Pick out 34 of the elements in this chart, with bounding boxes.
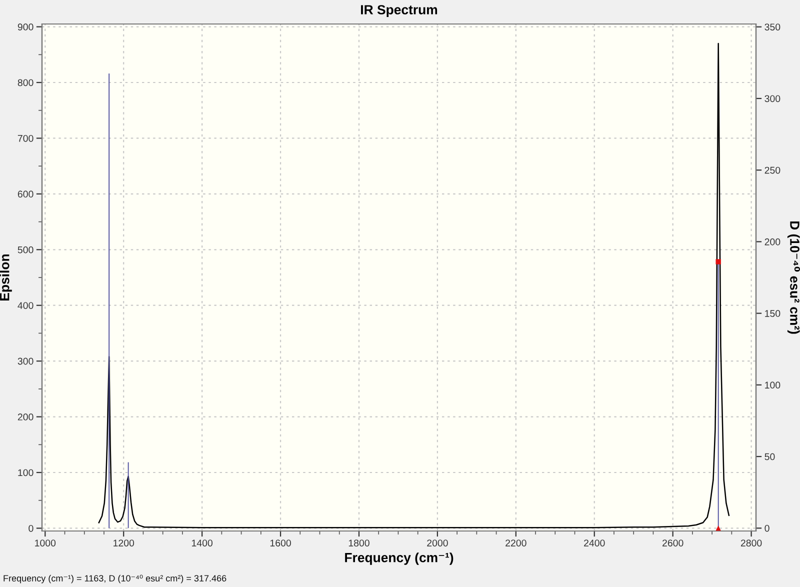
y-tick-label: 0 <box>28 524 34 532</box>
y2-tick-label: 300 <box>764 95 780 102</box>
y-tick-label: 500 <box>18 246 34 254</box>
y2-tick-label: 50 <box>764 453 775 460</box>
line-series <box>98 42 730 528</box>
x-tick-label: 1800 <box>348 540 370 546</box>
chart-title: IR Spectrum <box>361 5 438 18</box>
y-tick-label: 400 <box>18 302 34 309</box>
y2-tick-label: 350 <box>764 24 780 30</box>
y-tick-label: 700 <box>18 134 34 142</box>
y-tick-label: 300 <box>18 358 34 365</box>
y2-tick-label: 250 <box>764 166 780 174</box>
y-axis-title: Epsilon <box>0 254 12 300</box>
x-axis-title: Frequency (cm⁻¹) <box>345 552 454 565</box>
y2-tick-label: 0 <box>764 524 770 532</box>
x-tick-label: 1600 <box>270 540 291 546</box>
x-tick-label: 2400 <box>584 540 605 546</box>
x-tick-label: 1200 <box>114 540 134 546</box>
x-tick-label: 1400 <box>192 540 212 546</box>
y-tick-label: 200 <box>18 414 34 420</box>
y-tick-label: 900 <box>18 24 34 30</box>
x-tick-label: 2800 <box>740 540 762 546</box>
y2-axis-title: D (10⁻⁴⁰ esu² cm²) <box>787 221 800 334</box>
y-tick-label: 100 <box>18 469 34 476</box>
y2-tick-label: 200 <box>764 238 780 246</box>
y-tick-label: 800 <box>18 79 34 86</box>
x-tick-label: 2000 <box>427 540 448 546</box>
y2-tick-label: 150 <box>765 310 780 317</box>
y-tick-label: 600 <box>18 190 34 198</box>
x-tick-label: 2600 <box>662 540 684 546</box>
x-tick-label: 2200 <box>506 540 526 546</box>
text: Frequency (cm⁻¹) = 1163, D (10⁻⁴⁰ esu² cm²) = 317.466 <box>4 574 226 584</box>
x-tick-label: 1000 <box>35 540 56 546</box>
y2-tick-label: 100 <box>765 382 780 389</box>
